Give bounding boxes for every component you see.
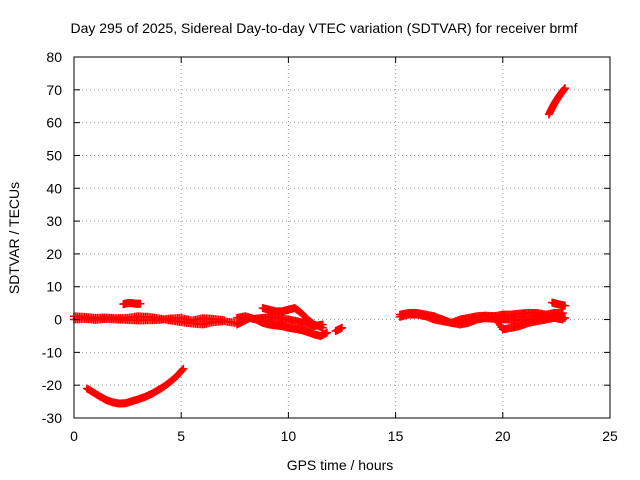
y-tick-label: 20 — [46, 246, 62, 262]
series-arc_low — [82, 364, 188, 408]
data-point — [322, 328, 331, 337]
y-tick-label: -30 — [42, 410, 62, 426]
data-points — [70, 84, 569, 408]
x-tick-label: 20 — [495, 428, 511, 444]
x-axis-label: GPS time / hours — [287, 457, 394, 473]
data-point — [560, 301, 569, 310]
data-point — [220, 316, 229, 325]
series-scatter_12 — [331, 323, 346, 336]
y-tick-label: 10 — [46, 279, 62, 295]
x-tick-label: 5 — [177, 428, 185, 444]
data-point-interp — [178, 365, 187, 374]
y-tick-label: 70 — [46, 82, 62, 98]
data-point — [179, 364, 188, 373]
data-point — [338, 323, 346, 332]
x-tick-label: 25 — [602, 428, 618, 444]
axis-ticks: 0 5 10 15 20 25 -30 -20 -10 0 10 20 30 40 50 60 70 80 — [42, 49, 618, 444]
x-tick-label: 15 — [388, 428, 404, 444]
y-tick-label: -20 — [42, 377, 62, 393]
series-cluster_2_5 — [119, 299, 145, 309]
x-tick-label: 10 — [281, 428, 297, 444]
y-tick-label: 60 — [46, 115, 62, 131]
plot-frame — [73, 56, 611, 419]
series-arc_high — [544, 84, 569, 119]
y-tick-label: 40 — [46, 180, 62, 196]
data-point — [136, 299, 145, 308]
series-band_e — [477, 312, 569, 325]
data-point — [560, 84, 569, 93]
x-tick-label: 0 — [70, 428, 78, 444]
y-tick-label: 80 — [46, 49, 62, 65]
series-hump_9_10 — [258, 304, 327, 332]
y-axis-label: SDTVAR / TECUs — [6, 182, 22, 294]
chart-title: Day 295 of 2025, Sidereal Day-to-day VTE… — [70, 20, 577, 36]
data-point — [318, 323, 327, 332]
y-tick-label: 30 — [46, 213, 62, 229]
y-tick-label: 0 — [54, 312, 62, 328]
data-point — [560, 313, 569, 322]
y-tick-label: -10 — [42, 344, 62, 360]
y-tick-label: 50 — [46, 147, 62, 163]
grid-lines — [74, 57, 610, 418]
series-cluster_22_5 — [548, 298, 569, 310]
